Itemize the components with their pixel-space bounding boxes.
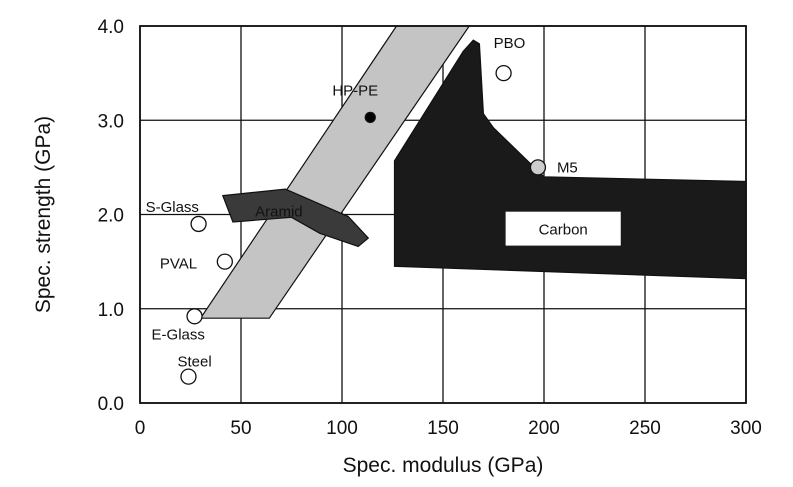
label-e-glass: E-Glass [152,326,205,343]
region-carbon [393,39,747,280]
label-m5: M5 [557,159,578,176]
label-pval: PVAL [160,256,197,273]
point-steel [180,368,197,385]
y-axis-title: Spec. strength (GPa) [32,116,55,313]
point-labels: PBO HP-PE M5 S-Glass PVAL E-Glass Steel [146,35,578,370]
label-carbon: Carbon [539,222,588,239]
label-hp-pe: HP-PE [332,82,378,99]
point-m5 [529,159,547,176]
y-tick-1: 1.0 [98,300,124,321]
x-tick-0: 0 [135,418,146,439]
y-tick-labels: 0.0 1.0 2.0 3.0 4.0 [98,17,124,415]
y-tick-3: 3.0 [98,111,124,132]
data-points [180,64,547,385]
region-aramid [221,188,370,248]
x-axis-title: Spec. modulus (GPa) [343,454,544,477]
y-tick-2: 2.0 [98,206,124,227]
x-tick-100: 100 [326,418,358,439]
x-tick-50: 50 [230,418,251,439]
label-s-glass: S-Glass [146,199,199,216]
point-s-glass [190,215,207,233]
plot-frame [139,25,747,404]
carbon-label-box [505,211,621,246]
material-regions [199,25,747,319]
label-pbo: PBO [494,35,526,52]
y-tick-4: 4.0 [98,17,124,38]
point-pval [216,253,233,270]
point-pbo [495,64,512,82]
x-tick-150: 150 [427,418,459,439]
x-tick-labels: 0 50 100 150 200 250 300 [135,418,762,439]
x-tick-300: 300 [730,418,762,439]
region-labels: Aramid Carbon [255,204,621,246]
x-tick-250: 250 [629,418,661,439]
point-hp-pe [364,111,376,124]
label-aramid: Aramid [255,204,303,221]
x-tick-200: 200 [528,418,560,439]
point-e-glass [186,308,203,325]
label-steel: Steel [177,354,211,371]
y-tick-0: 0.0 [98,394,124,415]
